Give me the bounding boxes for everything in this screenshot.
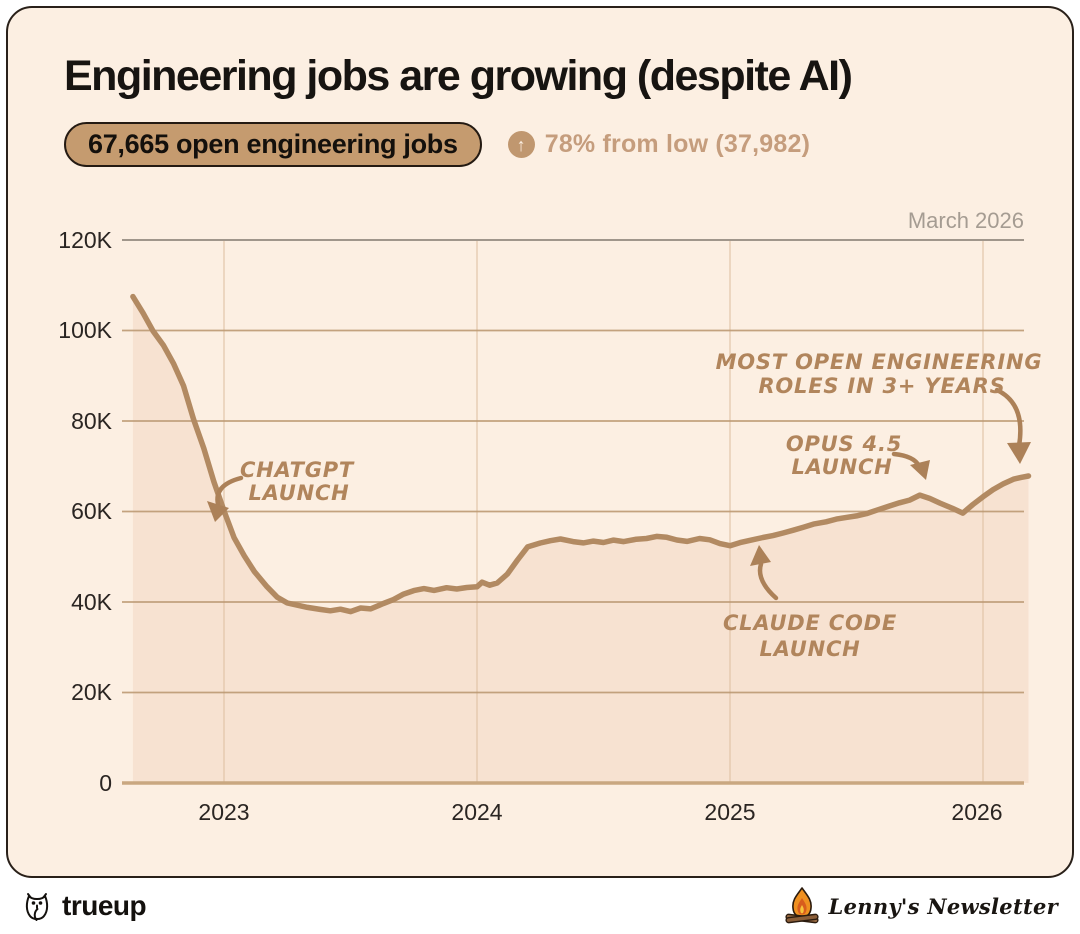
pct-from-low-text: 78% from low (37,982) [544, 130, 811, 158]
stats-row: 67,665 open engineering jobs ↑ 78% from … [64, 122, 810, 167]
footer: trueup Lenny's Newsletter [0, 878, 1080, 934]
corner-date-label: March 2026 [908, 208, 1024, 233]
svg-text:40K: 40K [71, 589, 113, 615]
svg-text:120K: 120K [58, 227, 112, 253]
svg-text:100K: 100K [58, 317, 112, 343]
trueup-brand: trueup [22, 889, 147, 923]
y-axis-labels: 0 20K 40K 60K 80K 100K 120K [58, 227, 112, 796]
annotation-arrowheads [207, 442, 1031, 566]
opus-arrowhead [910, 460, 930, 480]
svg-text:LAUNCH: LAUNCH [791, 455, 892, 479]
open-jobs-badge: 67,665 open engineering jobs [64, 122, 482, 167]
svg-text:2025: 2025 [704, 799, 755, 825]
trueup-label: trueup [62, 890, 147, 921]
svg-text:20K: 20K [71, 679, 113, 705]
svg-text:60K: 60K [71, 498, 113, 524]
svg-text:2023: 2023 [198, 799, 249, 825]
annotation-claude-code: CLAUDE CODE [723, 611, 897, 635]
owl-icon [25, 893, 49, 921]
most-open-arrowhead [1007, 442, 1031, 464]
x-axis-labels: 2023 2024 2025 2026 [198, 799, 1002, 825]
pct-from-low: ↑ 78% from low (37,982) [507, 130, 811, 159]
svg-text:ROLES IN 3+ YEARS: ROLES IN 3+ YEARS [758, 374, 1005, 398]
annotation-most-open: MOST OPEN ENGINEERING [716, 350, 1043, 374]
claude-code-arrowhead [750, 545, 771, 566]
lennys-newsletter-brand: Lenny's Newsletter [783, 885, 1058, 927]
horizontal-gridlines [122, 239, 1024, 785]
svg-text:LAUNCH: LAUNCH [248, 481, 349, 505]
series-line [130, 293, 1032, 615]
svg-text:2026: 2026 [951, 799, 1002, 825]
svg-text:LAUNCH: LAUNCH [759, 637, 860, 661]
svg-text:0: 0 [99, 770, 112, 796]
jobs-area-chart: 0 20K 40K 60K 80K 100K 120K 2023 2024 20… [58, 208, 1042, 825]
annotations: CHATGPT LAUNCH MOST OPEN ENGINEERING ROL… [240, 350, 1042, 661]
campfire-icon [784, 887, 819, 924]
up-arrow-icon: ↑ [507, 131, 535, 158]
page-title: Engineering jobs are growing (despite AI… [64, 52, 853, 100]
infographic-card: Engineering jobs are growing (despite AI… [6, 6, 1074, 878]
series-area-fill [132, 296, 1029, 783]
chatgpt-arrowhead [207, 501, 229, 522]
svg-text:80K: 80K [71, 408, 113, 434]
annotation-opus: OPUS 4.5 [786, 432, 902, 456]
annotation-chatgpt: CHATGPT [240, 458, 355, 482]
svg-text:2024: 2024 [451, 799, 502, 825]
lennys-newsletter-label: Lenny's Newsletter [828, 893, 1058, 919]
